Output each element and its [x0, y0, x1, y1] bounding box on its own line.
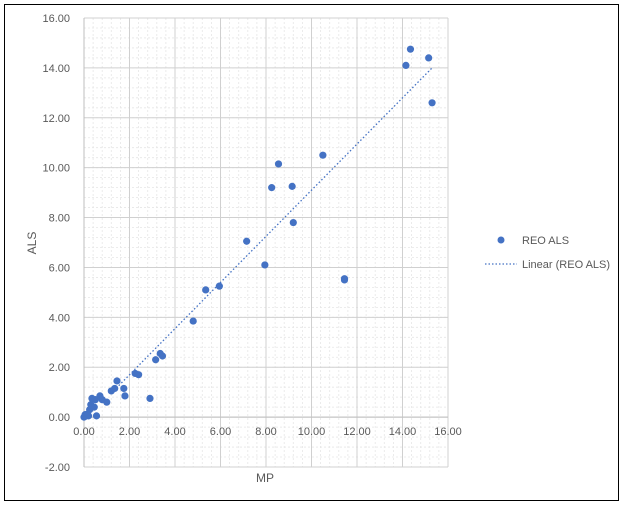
data-point: [319, 151, 327, 159]
x-tick-label: 6.00: [210, 426, 231, 438]
data-point: [135, 371, 143, 379]
y-tick-label: 12.00: [42, 113, 70, 125]
x-tick-label: 8.00: [255, 426, 276, 438]
data-point: [121, 392, 129, 400]
axis-lines: [83, 18, 448, 467]
x-axis-title: MP: [256, 471, 274, 485]
data-point: [202, 286, 210, 294]
x-tick-label: 2.00: [119, 426, 140, 438]
data-point: [288, 182, 296, 190]
y-tick-label: 0.00: [49, 412, 70, 424]
trendline-layer: [113, 67, 433, 392]
data-point: [243, 237, 251, 245]
data-point: [261, 261, 269, 269]
data-point: [406, 45, 415, 53]
y-axis-title: ALS: [25, 232, 39, 255]
legend-label-linear: Linear (REO ALS): [522, 259, 610, 271]
legend: REO ALS Linear (REO ALS): [485, 235, 610, 271]
y-tick-label: 16.00: [42, 13, 70, 25]
data-point: [158, 352, 167, 360]
legend-label-reo-als: REO ALS: [522, 235, 569, 247]
data-point: [152, 356, 160, 364]
y-tick-label: 4.00: [49, 312, 70, 324]
data-point: [84, 412, 93, 420]
data-point: [189, 317, 197, 325]
x-tick-label: 16.00: [434, 426, 462, 438]
data-point: [428, 99, 436, 107]
data-point: [274, 160, 283, 168]
y-tick-label: 10.00: [42, 163, 70, 175]
legend-marker-reo-als: [497, 236, 505, 244]
x-tick-label: 0.00: [73, 426, 94, 438]
data-point: [146, 394, 154, 403]
x-tick-label: 14.00: [389, 426, 417, 438]
x-tick-label: 12.00: [343, 426, 371, 438]
y-tick-labels: -2.00 0.00 2.00 4.00 6.00 8.00 10.00 12.00 14.00…: [42, 13, 70, 474]
y-tick-label: 6.00: [49, 262, 70, 274]
x-tick-label: 10.00: [298, 426, 326, 438]
y-tick-label: -2.00: [45, 462, 70, 474]
data-point: [215, 282, 223, 290]
data-point: [340, 276, 349, 284]
data-point: [120, 384, 128, 393]
data-point: [289, 218, 297, 227]
trendline: [113, 67, 433, 392]
data-point: [90, 403, 98, 411]
data-point: [92, 412, 101, 420]
data-point: [425, 54, 433, 62]
data-point: [103, 398, 111, 406]
y-tick-label: 2.00: [49, 362, 70, 374]
data-point: [402, 61, 410, 69]
x-tick-labels: 0.00 2.00 4.00 6.00 8.00 10.00 12.00 14.00 16.00: [73, 426, 461, 438]
y-tick-label: 8.00: [49, 213, 70, 225]
y-tick-label: 14.00: [42, 63, 70, 75]
data-point: [111, 384, 119, 393]
data-point: [113, 377, 121, 385]
data-point: [268, 184, 276, 192]
x-tick-label: 4.00: [164, 426, 185, 438]
points-layer: [80, 45, 436, 421]
